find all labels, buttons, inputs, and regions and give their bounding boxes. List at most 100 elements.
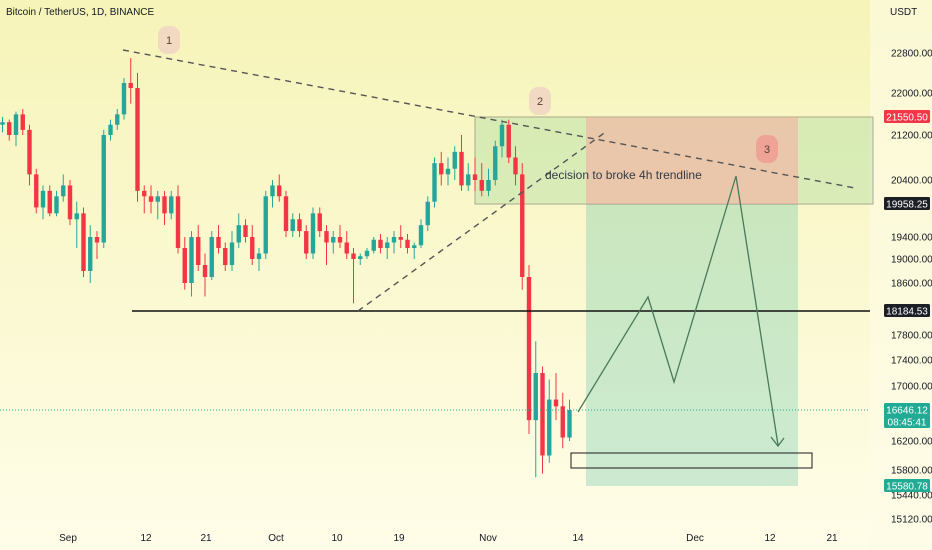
candle — [67, 180, 73, 226]
candle — [520, 163, 525, 290]
price-tag: 15580.78 — [884, 479, 930, 493]
candle — [526, 265, 532, 435]
candle-body — [337, 237, 343, 243]
price-axis[interactable]: 22800.00 22000.00 21200.00 20400.00 19400.00… — [891, 49, 932, 526]
price-tag: 18184.53 — [884, 304, 930, 318]
candle — [385, 237, 390, 259]
price-axis-panel[interactable] — [870, 0, 932, 550]
candle — [337, 225, 343, 248]
price-tag-box — [884, 197, 930, 210]
annotation-bubble: 1 — [158, 26, 180, 54]
candle-body — [533, 373, 538, 421]
candle — [54, 190, 59, 217]
price-tag-label: 18184.53 — [886, 307, 928, 318]
candle — [499, 119, 505, 158]
candle-body — [317, 213, 322, 232]
candle-body — [20, 114, 25, 130]
candle-body — [182, 248, 187, 283]
candle — [216, 225, 221, 254]
candle-body — [108, 124, 113, 135]
candle-body — [493, 146, 498, 180]
candle-body — [331, 237, 336, 243]
candle-body — [243, 225, 248, 237]
candle — [74, 201, 79, 248]
candle-body — [142, 190, 147, 197]
annotation-bubble: 2 — [529, 87, 551, 115]
price-tag: 21550.50 — [884, 110, 930, 124]
candle-body — [61, 185, 66, 197]
candle — [115, 109, 120, 130]
x-tick-label: 14 — [572, 533, 584, 544]
candle — [540, 366, 545, 474]
candle-body — [223, 248, 228, 265]
candle-body — [209, 237, 214, 277]
candle-body — [553, 399, 559, 407]
x-tick-label: Nov — [479, 533, 497, 544]
candle — [324, 225, 329, 265]
y-tick-label: 19000.00 — [891, 255, 932, 266]
candle — [283, 190, 289, 237]
candle-body — [229, 242, 235, 265]
chart-title: Bitcoin / TetherUS, 1D, BINANCE — [6, 7, 155, 18]
price-tag: 16646.12 — [884, 403, 930, 417]
candle — [40, 185, 46, 220]
candle-body — [47, 190, 52, 214]
candle — [425, 196, 430, 232]
candle — [459, 135, 464, 191]
candle — [121, 78, 127, 120]
candle — [128, 58, 133, 104]
candle — [94, 231, 100, 259]
candle-body — [175, 196, 181, 248]
candle-body — [13, 114, 19, 135]
y-tick-label: 20400.00 — [891, 176, 932, 187]
projection-path — [577, 175, 779, 446]
candle-body — [162, 196, 167, 214]
candle-body — [425, 201, 430, 226]
time-axis[interactable]: Sep 12 21 Oct 10 19 Nov 14 Dec 12 21 — [59, 533, 838, 544]
x-tick-label: 21 — [200, 533, 212, 544]
y-tick-label: 21200.00 — [891, 131, 932, 142]
candle — [81, 207, 86, 277]
candle — [182, 237, 187, 290]
candle-body — [412, 245, 417, 248]
candle-body — [445, 168, 451, 175]
price-tag-box — [884, 403, 930, 416]
price-tag-box — [884, 304, 930, 317]
price-tag-label: 16646.12 — [886, 406, 928, 417]
candle — [47, 185, 52, 217]
candle-body — [499, 124, 505, 147]
candle-body — [128, 83, 133, 88]
candle — [270, 180, 275, 208]
candle — [229, 231, 235, 271]
bubble-label: 2 — [537, 96, 543, 108]
x-tick-label: 21 — [826, 533, 838, 544]
candle-body — [250, 237, 255, 259]
candle-body — [202, 265, 208, 277]
candle — [101, 129, 106, 248]
candle-body — [351, 253, 356, 259]
candle — [331, 231, 336, 254]
candle — [61, 174, 66, 202]
candle-body — [155, 196, 160, 202]
candle-body — [364, 250, 370, 257]
candle-body — [101, 135, 106, 243]
x-tick-label: Oct — [268, 533, 284, 544]
candle — [196, 225, 201, 271]
candle — [277, 174, 282, 202]
candle-body — [310, 213, 316, 254]
price-tag-label: 21550.50 — [886, 113, 928, 124]
y-tick-label: 22000.00 — [891, 89, 932, 100]
candle — [391, 231, 397, 254]
candle-body — [418, 225, 424, 246]
candle — [432, 157, 437, 208]
candle — [351, 248, 356, 304]
candle-body — [283, 196, 289, 232]
candle — [412, 242, 417, 259]
price-tag: 08:45:41 — [884, 415, 930, 429]
candle-body — [439, 163, 444, 175]
candle-body — [0, 122, 5, 125]
y-tick-label: 17800.00 — [891, 331, 932, 342]
candle-body — [27, 129, 32, 175]
